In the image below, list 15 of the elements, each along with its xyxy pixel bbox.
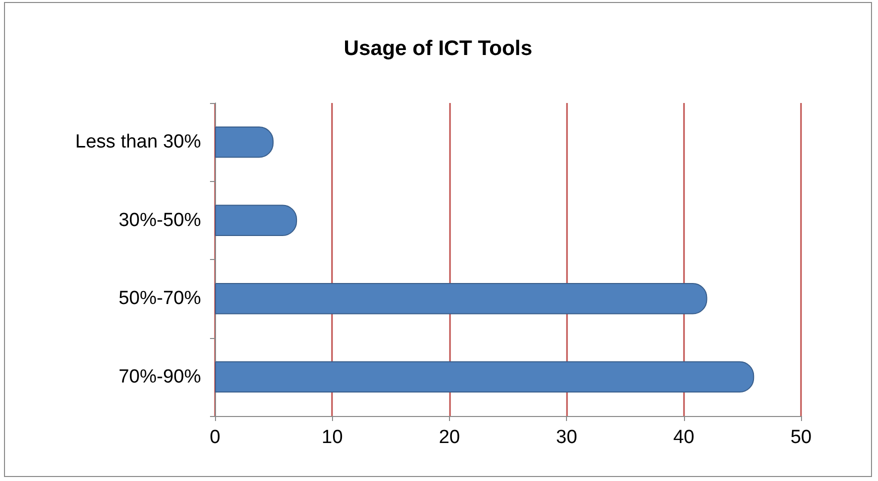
chart-title: Usage of ICT Tools bbox=[344, 37, 532, 60]
bar bbox=[215, 204, 298, 236]
x-tick-label: 30 bbox=[556, 427, 578, 448]
x-tick-label: 10 bbox=[322, 427, 343, 448]
y-tick-label: 50%-70% bbox=[118, 288, 202, 310]
bar bbox=[215, 361, 754, 393]
bar bbox=[215, 126, 274, 158]
x-tick-label: 50 bbox=[790, 427, 812, 448]
y-tick-label: 30%-50% bbox=[118, 210, 202, 231]
bar bbox=[215, 282, 708, 314]
x-tick-label: 40 bbox=[673, 427, 694, 448]
y-tick-label: Less than 30% bbox=[75, 132, 202, 153]
y-tick-label: 70%-90% bbox=[118, 366, 202, 388]
x-tick-label: 0 bbox=[210, 427, 220, 448]
x-tick-label: 20 bbox=[438, 427, 460, 448]
